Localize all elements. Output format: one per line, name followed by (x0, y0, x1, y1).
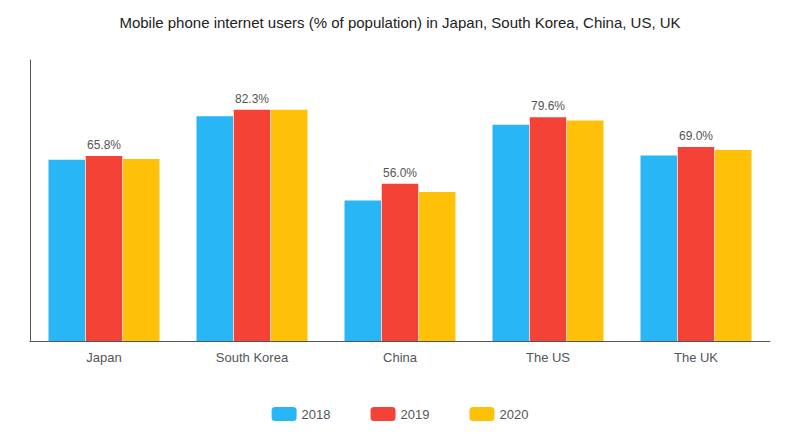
svg-text:The UK: The UK (674, 350, 718, 365)
svg-text:82.3%: 82.3% (235, 92, 269, 106)
svg-text:79.6%: 79.6% (531, 99, 565, 113)
svg-text:2019: 2019 (401, 407, 430, 422)
svg-text:South Korea: South Korea (216, 350, 289, 365)
svg-text:69.0%: 69.0% (679, 129, 713, 143)
svg-text:56.0%: 56.0% (383, 166, 417, 180)
svg-text:The US: The US (526, 350, 570, 365)
svg-text:2018: 2018 (302, 407, 331, 422)
svg-text:Japan: Japan (86, 350, 121, 365)
svg-text:2020: 2020 (499, 407, 528, 422)
svg-text:China: China (383, 350, 418, 365)
svg-text:65.8%: 65.8% (87, 138, 121, 152)
svg-text:Mobile phone internet users (%: Mobile phone internet users (% of popula… (119, 14, 680, 31)
